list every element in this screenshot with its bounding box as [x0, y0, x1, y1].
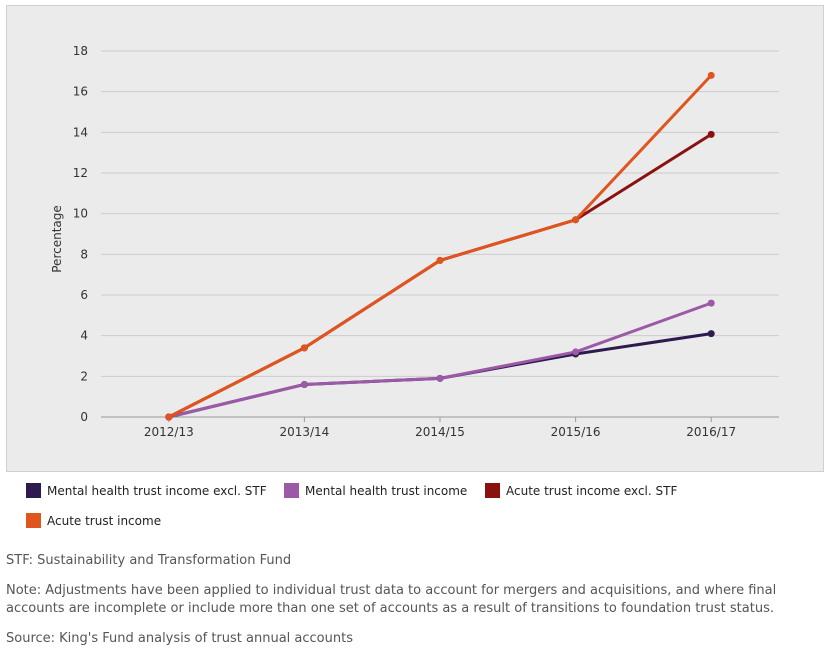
- y-tick-label: 4: [80, 329, 88, 343]
- series-lines: [167, 73, 713, 419]
- legend-swatch: [26, 513, 41, 528]
- y-tick-label: 18: [73, 44, 88, 58]
- x-tick-label: 2012/13: [144, 425, 194, 439]
- x-tick-label: 2016/17: [686, 425, 736, 439]
- legend-item-mental-health: Mental health trust income: [284, 483, 467, 498]
- legend-swatch: [485, 483, 500, 498]
- legend-label: Acute trust income excl. STF: [506, 483, 678, 498]
- data-point: [300, 344, 308, 352]
- y-tick-label: 10: [73, 207, 88, 221]
- data-point: [707, 71, 715, 79]
- y-axis-title: Percentage: [50, 205, 64, 273]
- legend-label: Mental health trust income: [305, 483, 468, 498]
- x-tick-label: 2013/14: [279, 425, 329, 439]
- legend-swatch: [26, 483, 41, 498]
- chart-panel: 0 2 4 6 8 10 12 14 16 18 2012/13 2013/14 2014/15 201…: [6, 5, 824, 472]
- data-point: [572, 216, 580, 224]
- legend-item-acute-excl-stf: Acute trust income excl. STF: [485, 483, 677, 498]
- y-tick-label: 14: [73, 125, 88, 139]
- legend-item-acute: Acute trust income: [26, 513, 161, 528]
- series-line: [167, 301, 713, 419]
- x-tick-label: 2014/15: [415, 425, 465, 439]
- x-axis-ticks: 2012/13 2013/14 2014/15 2015/16 2016/17: [144, 417, 736, 439]
- series-line: [167, 73, 713, 419]
- adjustments-note: Note: Adjustments have been applied to i…: [6, 583, 777, 616]
- y-axis-ticks: 0 2 4 6 8 10 12 14 16 18: [73, 44, 88, 424]
- data-point: [165, 413, 173, 421]
- legend-label: Mental health trust income excl. STF: [47, 483, 267, 498]
- y-tick-label: 8: [80, 247, 88, 261]
- y-tick-label: 6: [80, 288, 88, 302]
- y-tick-label: 16: [73, 85, 88, 99]
- stf-definition: STF: Sustainability and Transformation F…: [6, 553, 292, 568]
- legend-swatch: [284, 483, 299, 498]
- data-point: [572, 348, 580, 356]
- legend-item-mental-health-excl-stf: Mental health trust income excl. STF: [26, 483, 267, 498]
- data-point: [436, 256, 444, 264]
- data-point: [300, 380, 308, 388]
- y-tick-label: 2: [80, 369, 88, 383]
- data-point: [707, 299, 715, 307]
- y-tick-label: 12: [73, 166, 88, 180]
- grid-lines: [101, 50, 779, 418]
- source-note: Source: King's Fund analysis of trust an…: [6, 631, 353, 646]
- legend-label: Acute trust income: [47, 513, 162, 528]
- data-point: [436, 374, 444, 382]
- x-tick-label: 2015/16: [551, 425, 601, 439]
- data-point: [707, 130, 715, 138]
- y-tick-label: 0: [80, 410, 88, 424]
- data-point: [707, 330, 715, 338]
- series-points: [165, 71, 715, 421]
